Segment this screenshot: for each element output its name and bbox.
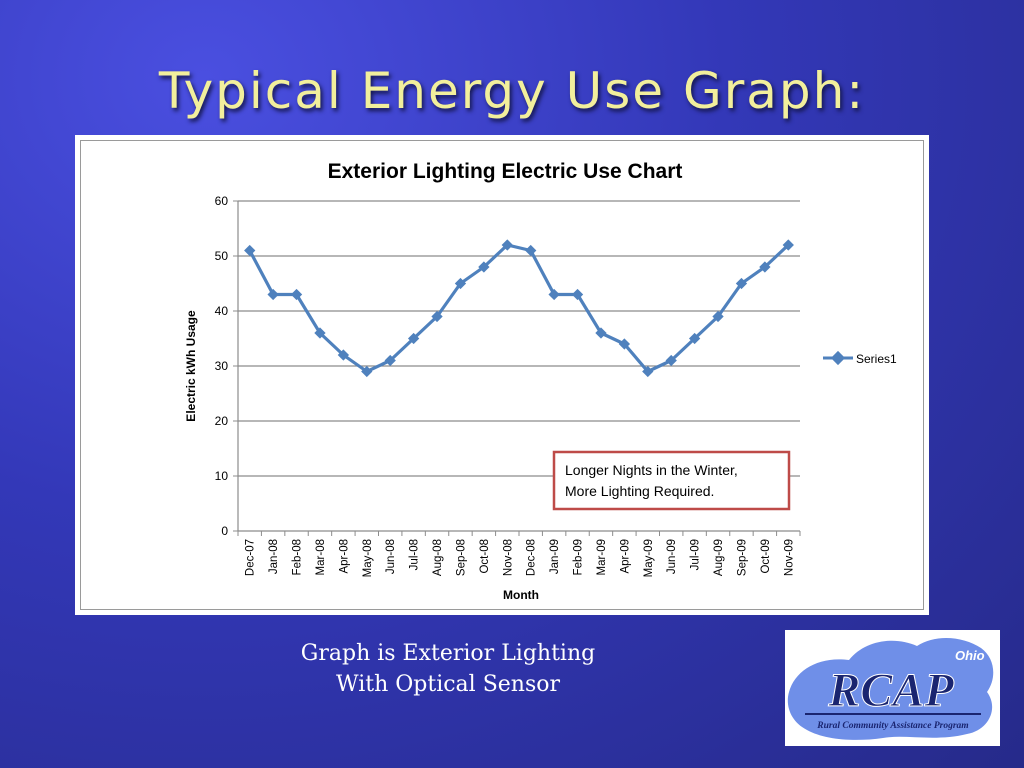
y-tick-label: 20 xyxy=(215,414,229,428)
series-line xyxy=(248,243,790,374)
data-point xyxy=(384,354,396,367)
data-point xyxy=(712,310,724,323)
x-axis-label: Month xyxy=(503,588,539,602)
grid-lines xyxy=(238,200,800,532)
data-point xyxy=(407,332,420,345)
data-point xyxy=(314,327,326,339)
line-chart: Exterior Lighting Electric Use Chart Ele… xyxy=(184,160,897,602)
logo-state: Ohio xyxy=(955,648,985,663)
data-point xyxy=(454,277,467,290)
data-point xyxy=(595,327,607,339)
logo-graphic: Ohio RCAP Rural Community Assistance Pro… xyxy=(787,637,994,740)
x-tick-label: Feb-08 xyxy=(292,539,304,575)
x-tick-label: Jun-09 xyxy=(666,539,678,574)
axes: 0 10 20 30 40 50 60 Dec-07 Jan-08 Feb-08 Mar-08 Apr… xyxy=(215,194,801,577)
legend-label: Series1 xyxy=(856,352,897,366)
x-tick-label: Sep-09 xyxy=(736,539,748,576)
x-tick-label: Jan-09 xyxy=(549,539,561,574)
x-tick-label: Jun-08 xyxy=(385,539,397,574)
slide-caption: Graph is Exterior Lighting With Optical … xyxy=(250,638,646,700)
data-point xyxy=(361,365,373,378)
x-tick-label: Dec-07 xyxy=(245,539,257,576)
x-tick-label: Aug-09 xyxy=(713,539,725,576)
x-tick-label: Oct-08 xyxy=(479,539,491,574)
data-point xyxy=(267,288,279,301)
caption-line-2: With Optical Sensor xyxy=(335,672,561,697)
x-tick-label: May-09 xyxy=(643,539,655,577)
legend: Series1 xyxy=(823,350,897,366)
data-point xyxy=(337,349,350,361)
x-tick-label: Mar-08 xyxy=(315,539,327,575)
x-tick-label: Dec-08 xyxy=(526,539,538,576)
x-tick-label: Apr-09 xyxy=(619,539,631,574)
data-point xyxy=(642,365,654,378)
x-tick-label: Jan-08 xyxy=(268,539,280,574)
x-tick-label: Apr-08 xyxy=(338,539,350,574)
x-tick-label: Sep-08 xyxy=(455,539,467,576)
x-tick-label: Jul-08 xyxy=(409,539,421,570)
y-tick-label: 30 xyxy=(215,359,229,373)
annotation-line2: More Lighting Required. xyxy=(565,483,714,499)
rcap-logo: Ohio RCAP Rural Community Assistance Pro… xyxy=(785,630,1000,746)
legend-marker xyxy=(830,350,846,366)
x-tick-label: Jul-09 xyxy=(690,539,702,570)
series-layer xyxy=(244,239,794,378)
x-tick-label: May-08 xyxy=(362,539,374,577)
annotation-line1: Longer Nights in the Winter, xyxy=(565,462,738,478)
x-tick-label: Mar-09 xyxy=(596,539,608,575)
data-point xyxy=(571,288,584,301)
logo-tagline: Rural Community Assistance Program xyxy=(816,721,968,731)
data-point xyxy=(244,244,256,257)
caption-line-1: Graph is Exterior Lighting xyxy=(300,641,596,666)
chart-container: Exterior Lighting Electric Use Chart Ele… xyxy=(75,135,929,615)
y-axis-label: Electric kWh Usage xyxy=(184,310,198,422)
data-point xyxy=(548,288,560,301)
y-tick-label: 60 xyxy=(215,194,229,208)
slide-title: Typical Energy Use Graph: xyxy=(158,62,866,120)
x-tick-label: Oct-09 xyxy=(760,539,772,574)
logo-wordmark: RCAP xyxy=(827,664,954,717)
data-point xyxy=(431,310,443,323)
x-tick-label: Feb-09 xyxy=(573,539,585,575)
y-tick-label: 10 xyxy=(215,469,229,483)
data-point xyxy=(525,244,537,257)
y-tick-label: 0 xyxy=(221,524,228,538)
annotation-box: Longer Nights in the Winter, More Lighti… xyxy=(552,450,791,511)
data-point xyxy=(735,277,748,290)
data-point xyxy=(618,338,631,350)
x-tick-label: Nov-09 xyxy=(783,539,795,576)
y-tick-label: 40 xyxy=(215,304,229,318)
x-tick-label: Aug-08 xyxy=(432,539,444,576)
x-tick-label: Nov-08 xyxy=(502,539,514,576)
y-tick-label: 50 xyxy=(215,249,229,263)
data-point xyxy=(290,288,303,301)
chart-title: Exterior Lighting Electric Use Chart xyxy=(328,160,683,183)
data-point xyxy=(665,354,677,367)
data-point xyxy=(688,332,701,345)
